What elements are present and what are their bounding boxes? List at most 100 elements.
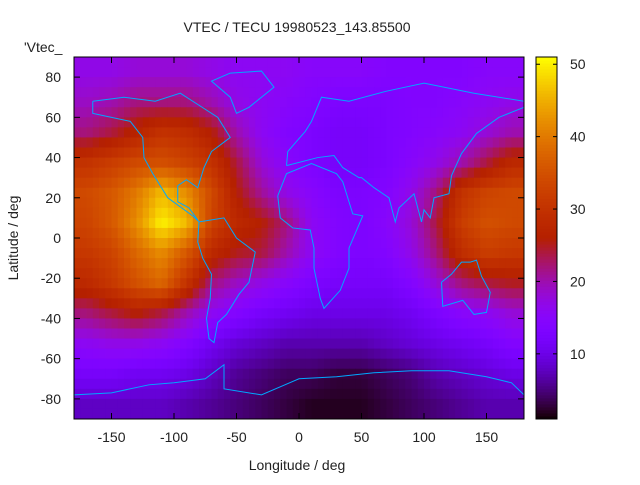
- heatmap-cell: [480, 258, 487, 269]
- heatmap-cell: [342, 338, 350, 350]
- heatmap-cell: [467, 227, 475, 239]
- heatmap-cell: [142, 197, 150, 209]
- heatmap-cell: [261, 378, 269, 390]
- heatmap-cell: [224, 378, 231, 390]
- heatmap-cell: [124, 147, 131, 159]
- heatmap-cell: [130, 197, 137, 209]
- heatmap-cell: [480, 187, 487, 199]
- heatmap-cell: [280, 318, 287, 329]
- heatmap-cell: [230, 87, 237, 98]
- heatmap-cell: [342, 308, 350, 319]
- heatmap-cell: [324, 238, 331, 249]
- heatmap-cell: [161, 67, 169, 78]
- heatmap-cell: [336, 288, 344, 299]
- heatmap-cell: [517, 288, 525, 299]
- heatmap-cell: [274, 398, 281, 410]
- heatmap-cell: [105, 127, 112, 138]
- heatmap-cell: [367, 308, 375, 319]
- heatmap-cell: [155, 147, 162, 159]
- heatmap-cell: [192, 107, 200, 118]
- heatmap-cell: [480, 298, 487, 309]
- heatmap-cell: [492, 87, 500, 98]
- heatmap-cell: [199, 378, 206, 390]
- heatmap-cell: [330, 57, 337, 68]
- heatmap-cell: [430, 288, 437, 299]
- heatmap-cell: [267, 87, 275, 98]
- heatmap-cell: [317, 238, 325, 249]
- heatmap-cell: [255, 278, 262, 289]
- heatmap-cell: [205, 197, 212, 209]
- colorbar-segment: [536, 379, 557, 384]
- heatmap-cell: [136, 147, 144, 159]
- heatmap-cell: [392, 348, 400, 360]
- heatmap-cell: [92, 157, 100, 169]
- heatmap-cell: [386, 57, 394, 68]
- heatmap-cell: [267, 398, 275, 410]
- heatmap-cell: [167, 258, 175, 269]
- colorbar-segment: [536, 108, 557, 112]
- heatmap-cell: [455, 197, 462, 209]
- heatmap-cell: [424, 288, 431, 299]
- heatmap-cell: [505, 328, 512, 340]
- heatmap-cell: [242, 398, 250, 410]
- heatmap-cell: [130, 248, 137, 259]
- heatmap-cell: [199, 408, 206, 420]
- heatmap-cell: [405, 348, 412, 360]
- heatmap-cell: [292, 308, 300, 319]
- heatmap-cell: [342, 117, 350, 128]
- heatmap-cell: [174, 167, 181, 179]
- heatmap-cell: [449, 67, 456, 78]
- heatmap-cell: [499, 398, 506, 410]
- heatmap-cell: [80, 67, 87, 78]
- heatmap-cell: [111, 147, 119, 159]
- heatmap-cell: [255, 378, 262, 390]
- heatmap-cell: [124, 187, 131, 199]
- heatmap-cell: [199, 57, 206, 68]
- heatmap-cell: [286, 57, 294, 68]
- heatmap-cell: [217, 107, 225, 118]
- heatmap-cell: [455, 97, 462, 108]
- heatmap-cell: [249, 77, 256, 88]
- heatmap-cell: [480, 127, 487, 138]
- heatmap-cell: [467, 117, 475, 128]
- heatmap-cell: [236, 378, 244, 390]
- heatmap-cell: [130, 117, 137, 128]
- heatmap-cell: [192, 57, 200, 68]
- heatmap-cell: [192, 187, 200, 199]
- heatmap-cell: [86, 238, 94, 249]
- heatmap-cell: [86, 318, 94, 329]
- heatmap-cell: [399, 227, 406, 239]
- heatmap-cell: [417, 278, 425, 289]
- heatmap-cell: [380, 147, 387, 159]
- heatmap-cell: [305, 137, 312, 148]
- heatmap-cell: [324, 308, 331, 319]
- heatmap-cell: [174, 197, 181, 209]
- heatmap-cell: [461, 258, 469, 269]
- heatmap-cell: [280, 97, 287, 108]
- heatmap-cell: [186, 258, 194, 269]
- heatmap-cell: [455, 398, 462, 410]
- heatmap-cell: [149, 197, 156, 209]
- heatmap-cell: [311, 197, 319, 209]
- heatmap-cell: [167, 318, 175, 329]
- heatmap-cell: [124, 328, 131, 340]
- heatmap-cell: [330, 338, 337, 350]
- heatmap-cell: [455, 107, 462, 118]
- heatmap-cell: [280, 358, 287, 370]
- heatmap-cell: [330, 348, 337, 360]
- heatmap-cell: [499, 378, 506, 390]
- heatmap-cell: [242, 298, 250, 309]
- heatmap-cell: [149, 67, 156, 78]
- heatmap-cell: [117, 137, 125, 148]
- heatmap-cell: [242, 197, 250, 209]
- heatmap-cell: [111, 217, 119, 229]
- heatmap-cell: [336, 238, 344, 249]
- heatmap-cell: [411, 177, 419, 189]
- heatmap-cell: [186, 318, 194, 329]
- heatmap-cell: [124, 117, 131, 128]
- heatmap-cell: [242, 258, 250, 269]
- heatmap-cell: [211, 147, 219, 159]
- heatmap-cell: [292, 187, 300, 199]
- heatmap-cell: [411, 197, 419, 209]
- heatmap-cell: [236, 308, 244, 319]
